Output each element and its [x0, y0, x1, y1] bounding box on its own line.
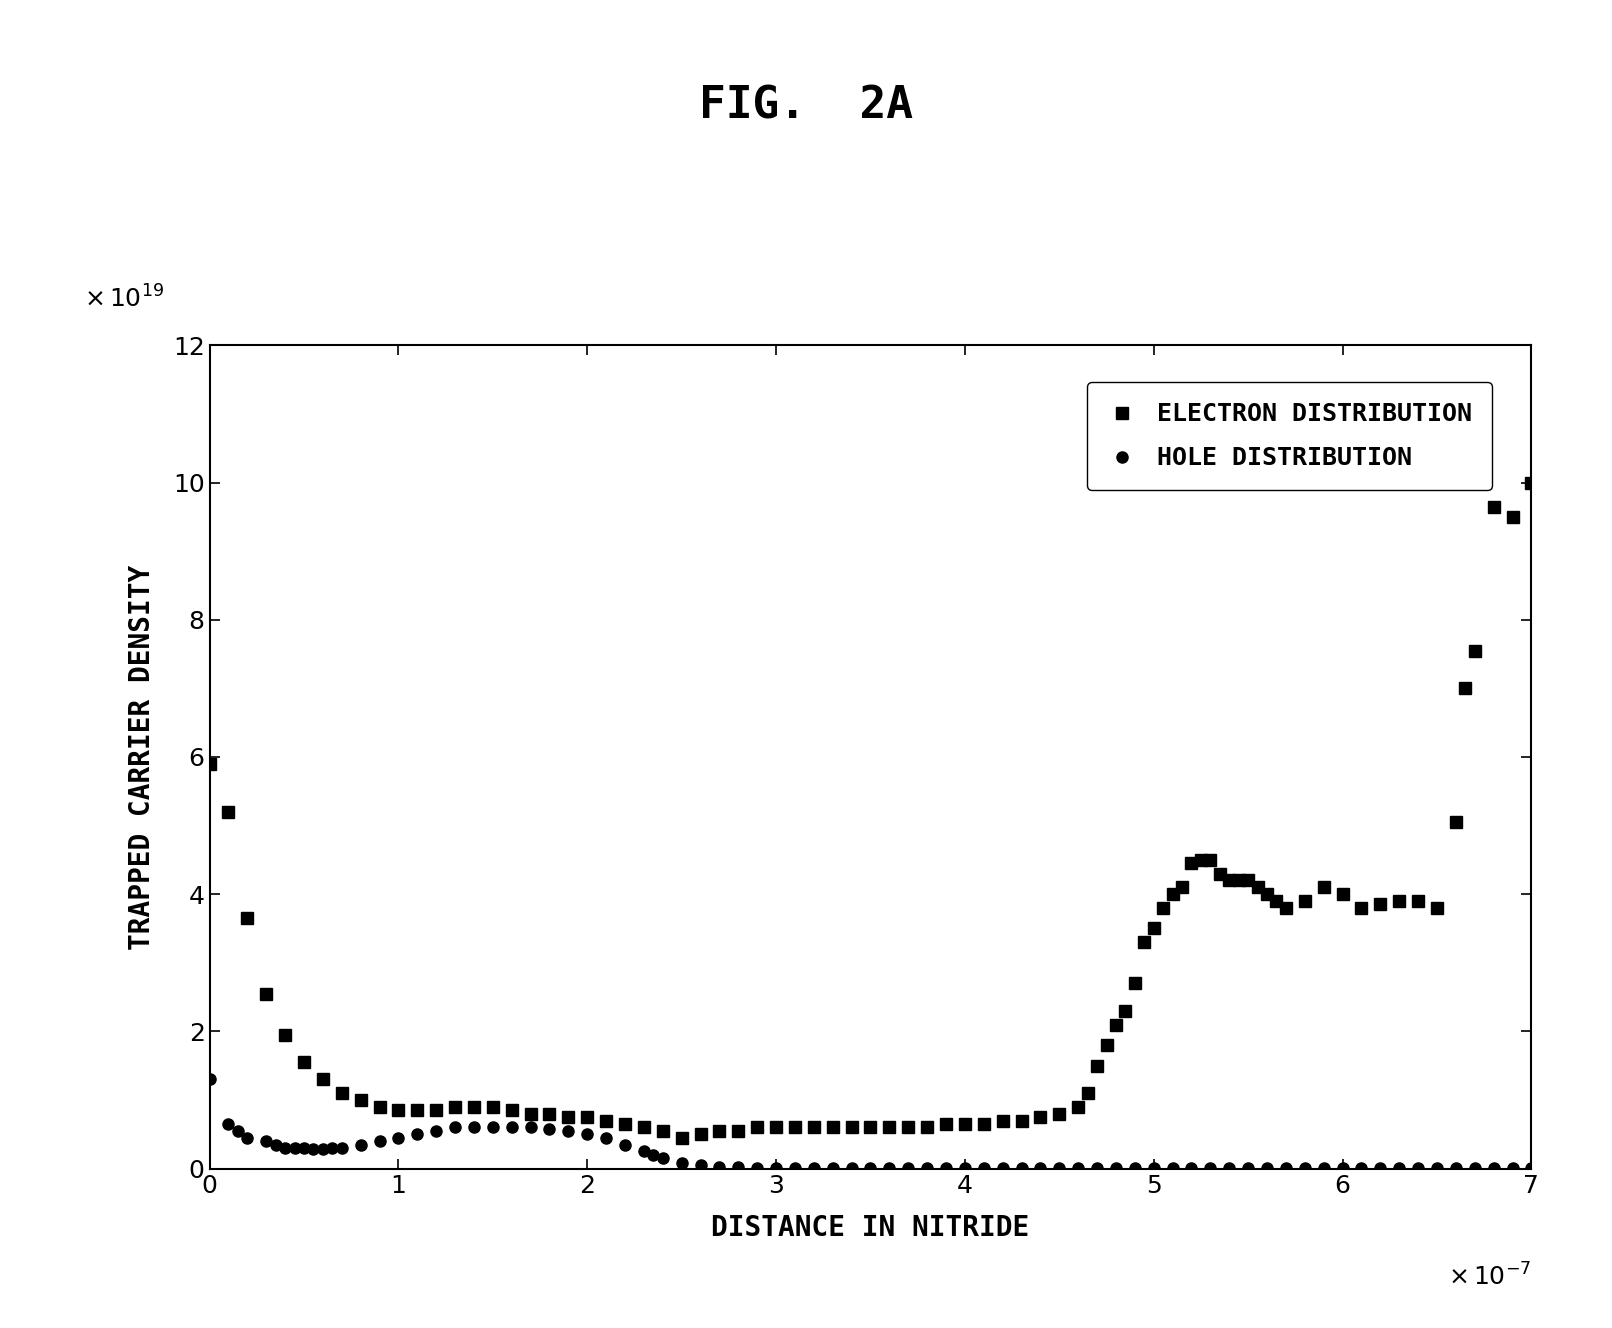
Y-axis label: TRAPPED CARRIER DENSITY: TRAPPED CARRIER DENSITY [129, 564, 156, 950]
ELECTRON DISTRIBUTION [427, 1102, 447, 1118]
ELECTRON DISTRIBUTION [1248, 879, 1267, 895]
Legend: ELECTRON DISTRIBUTION, HOLE DISTRIBUTION: ELECTRON DISTRIBUTION, HOLE DISTRIBUTION [1088, 382, 1493, 490]
HOLE DISTRIBUTION [898, 1161, 917, 1177]
ELECTRON DISTRIBUTION [1106, 1017, 1125, 1033]
HOLE DISTRIBUTION [672, 1155, 692, 1171]
ELECTRON DISTRIBUTION [521, 1106, 540, 1122]
ELECTRON DISTRIBUTION [1522, 474, 1541, 490]
X-axis label: DISTANCE IN NITRIDE: DISTANCE IN NITRIDE [711, 1214, 1030, 1242]
Text: $\times\,10^{-7}$: $\times\,10^{-7}$ [1448, 1263, 1531, 1291]
Text: FIG.  2A: FIG. 2A [700, 85, 912, 127]
HOLE DISTRIBUTION [577, 1126, 596, 1142]
HOLE DISTRIBUTION [1522, 1161, 1541, 1177]
ELECTRON DISTRIBUTION [1201, 853, 1220, 869]
HOLE DISTRIBUTION [709, 1158, 729, 1174]
ELECTRON DISTRIBUTION [672, 1130, 692, 1146]
HOLE DISTRIBUTION [596, 1130, 616, 1146]
ELECTRON DISTRIBUTION [295, 1054, 314, 1070]
Line: ELECTRON DISTRIBUTION: ELECTRON DISTRIBUTION [203, 477, 1538, 1143]
Line: HOLE DISTRIBUTION: HOLE DISTRIBUTION [205, 1074, 1536, 1174]
HOLE DISTRIBUTION [766, 1161, 785, 1177]
HOLE DISTRIBUTION [200, 1072, 219, 1088]
HOLE DISTRIBUTION [388, 1130, 408, 1146]
ELECTRON DISTRIBUTION [200, 756, 219, 772]
Text: $\times\,10^{19}$: $\times\,10^{19}$ [84, 286, 164, 312]
